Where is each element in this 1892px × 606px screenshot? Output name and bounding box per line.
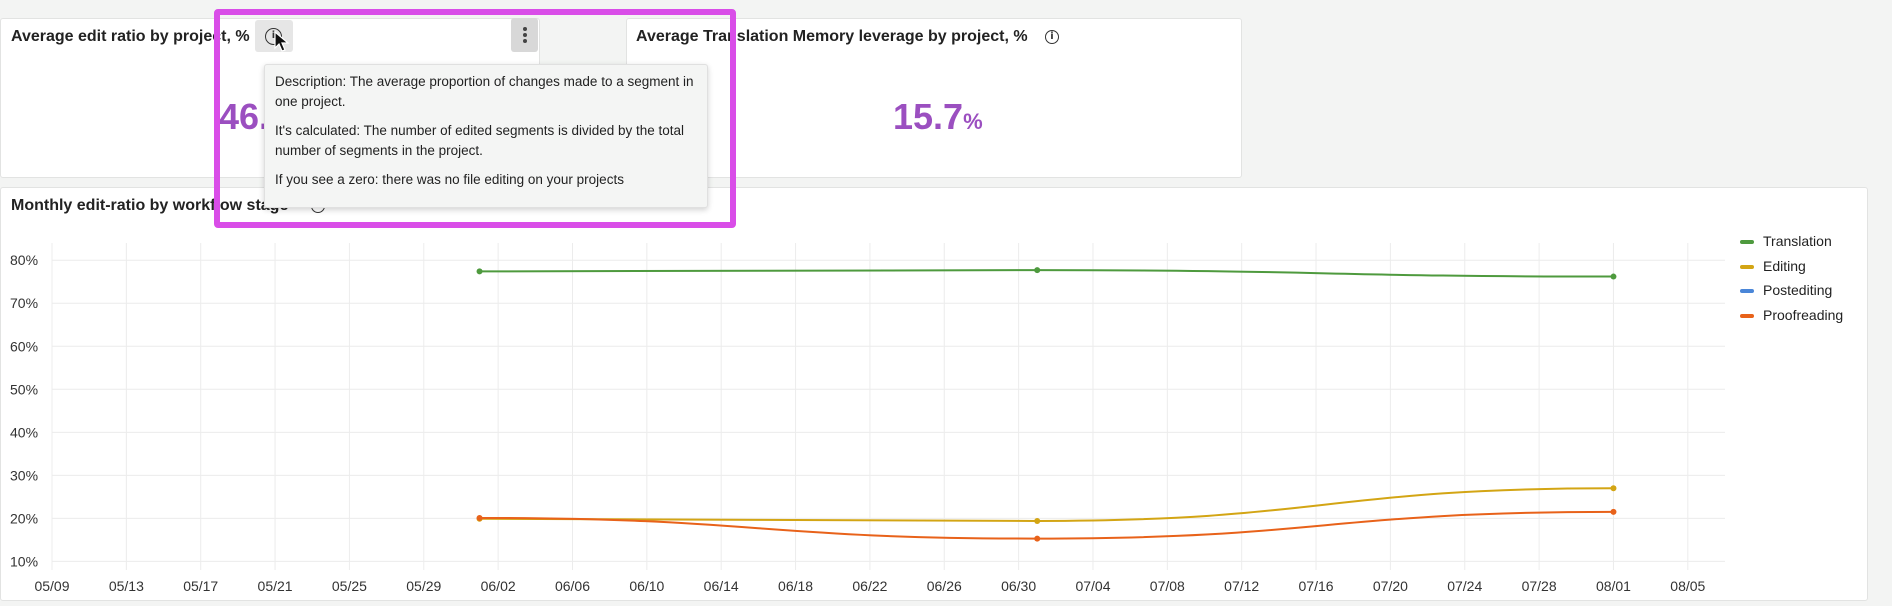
info-icon: i <box>265 28 282 45</box>
legend-label: Postediting <box>1763 282 1833 298</box>
kebab-menu-icon <box>523 27 527 31</box>
mouse-cursor-icon <box>274 31 290 52</box>
legend-label: Translation <box>1763 233 1832 249</box>
tooltip-calculation: It's calculated: The number of edited se… <box>275 123 685 158</box>
tm-leverage-unit: % <box>963 109 983 134</box>
legend-label: Proofreading <box>1763 306 1844 323</box>
edit-ratio-tooltip: Description: The average proportion of c… <box>264 64 708 208</box>
tm-leverage-card: Average Translation Memory leverage by p… <box>626 18 1242 178</box>
info-icon[interactable]: i <box>1045 30 1059 44</box>
legend-swatch <box>1740 264 1754 269</box>
legend-label: Editing <box>1763 257 1806 274</box>
legend-swatch <box>1740 313 1754 318</box>
tm-leverage-number: 15.7 <box>893 96 964 137</box>
tm-leverage-value: 15.7% <box>893 96 983 138</box>
monthly-chart-title: Monthly edit-ratio by workflow stage <box>11 197 289 214</box>
edit-ratio-info-button[interactable]: i <box>255 20 293 52</box>
kebab-menu-icon <box>523 39 527 43</box>
legend-swatch <box>1740 289 1754 293</box>
monthly-chart-card: Monthly edit-ratio by workflow stage i <box>0 187 1868 601</box>
edit-ratio-menu-button[interactable] <box>511 18 538 52</box>
tooltip-zero-note: If you see a zero: there was no file edi… <box>275 172 624 187</box>
tooltip-description: Description: The average proportion of c… <box>275 74 694 109</box>
tm-leverage-title: Average Translation Memory leverage by p… <box>636 28 1028 45</box>
edit-ratio-title: Average edit ratio by project, % <box>11 28 250 45</box>
edit-ratio-value: 46. <box>219 96 270 137</box>
legend-swatch <box>1740 240 1754 244</box>
kebab-menu-icon <box>523 33 527 37</box>
